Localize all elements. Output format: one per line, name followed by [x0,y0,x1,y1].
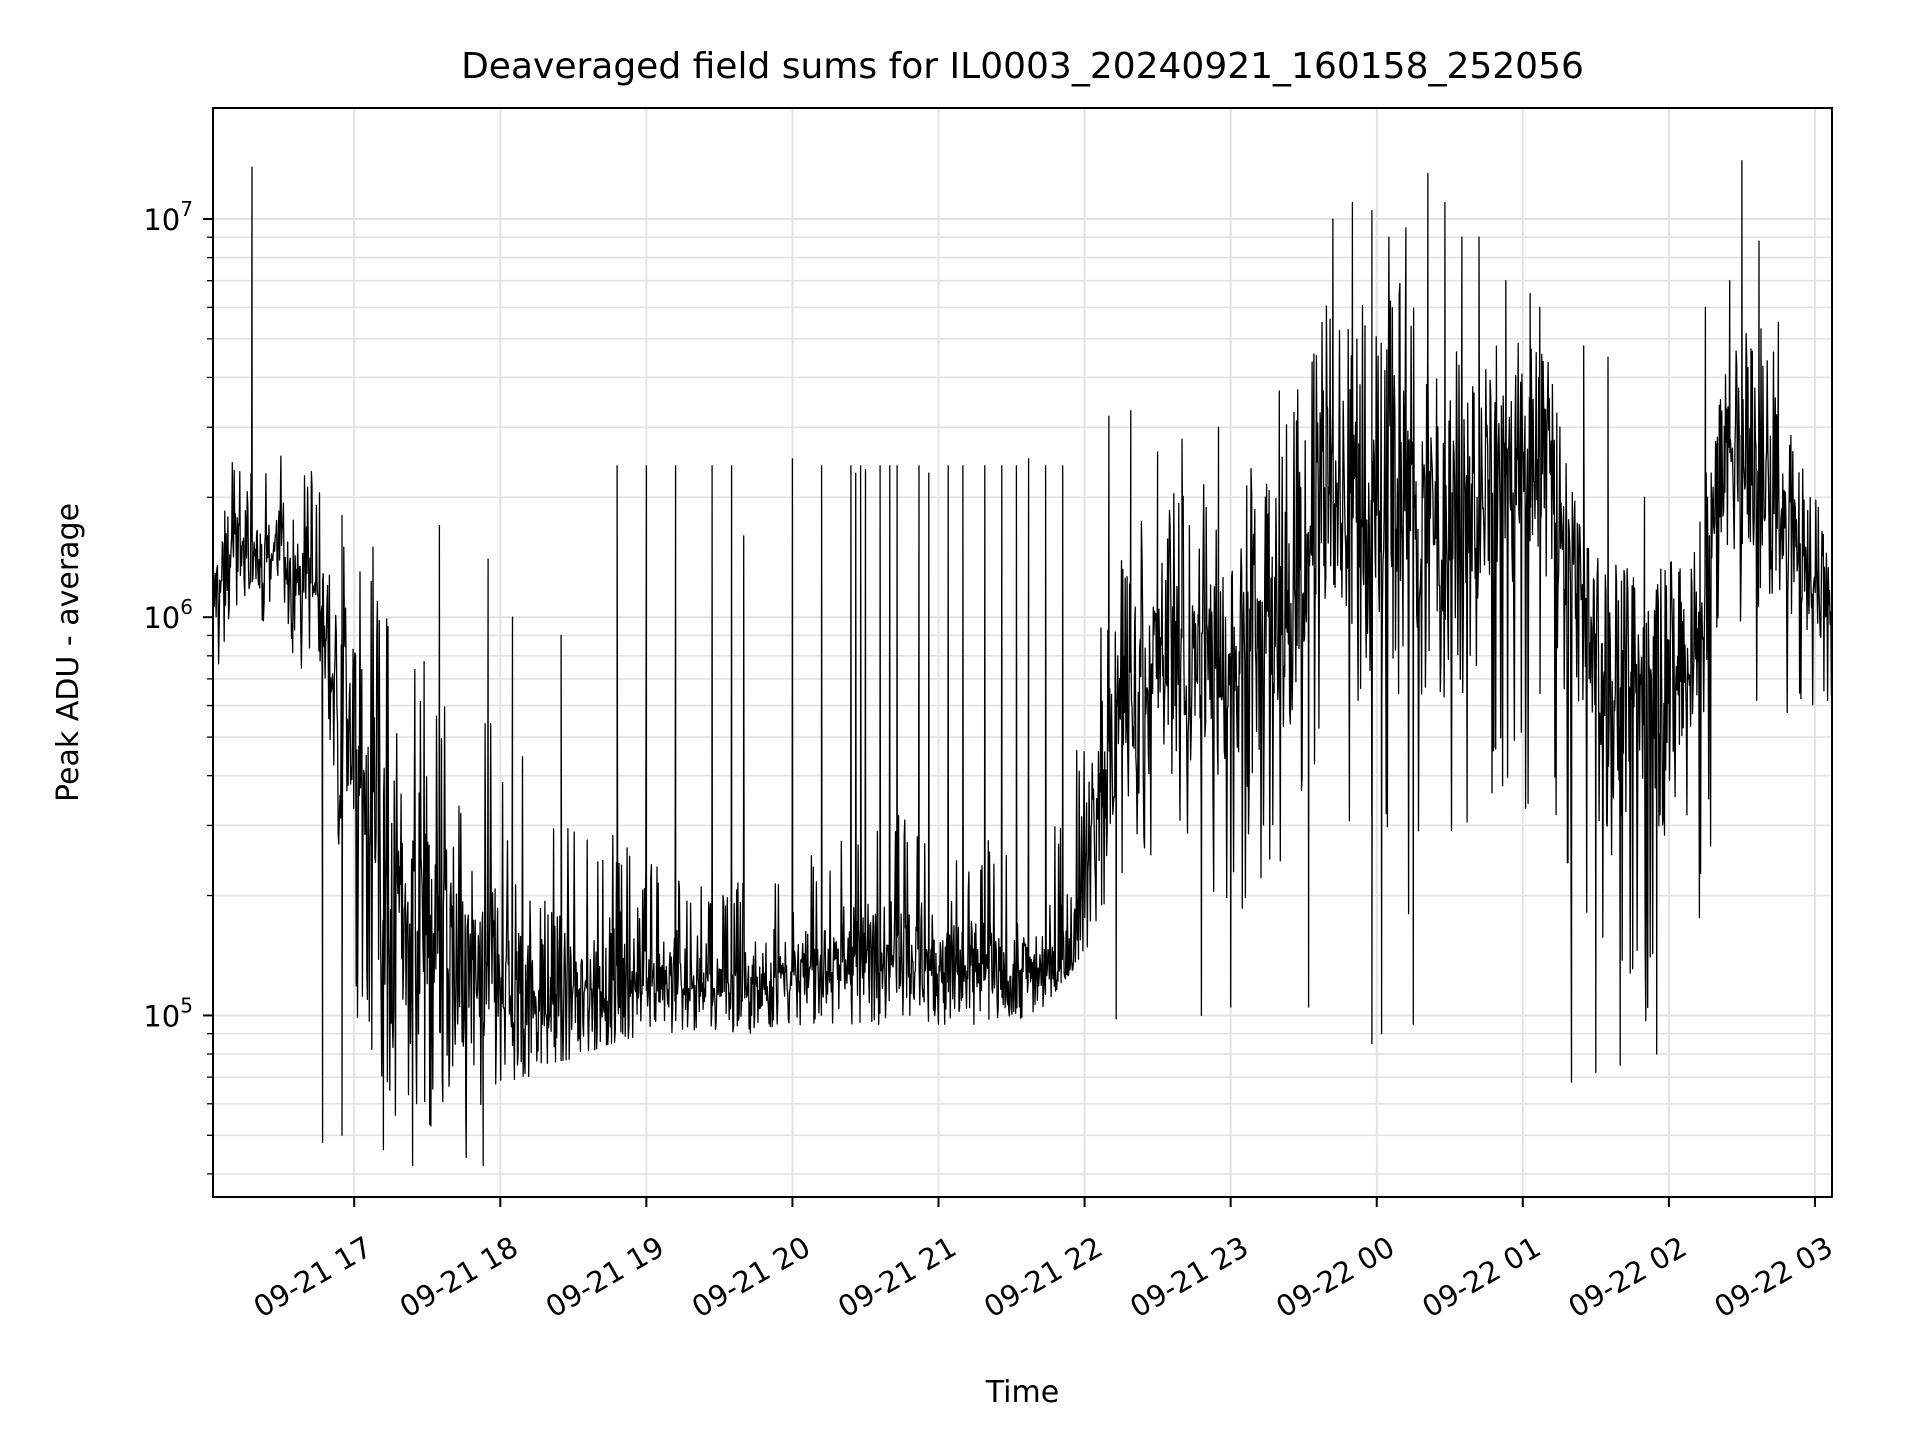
x-axis-label: Time [985,1375,1059,1410]
y-tick-exponent: 5 [180,993,193,1017]
y-tick-label: 105 [143,993,193,1033]
y-tick-base: 10 [143,203,180,237]
y-tick-label: 107 [143,197,193,237]
y-tick-label: 106 [143,595,193,635]
series-layer [213,160,1832,1167]
plot-frame [212,107,1833,1198]
y-tick-base: 10 [143,999,180,1033]
y-tick-exponent: 7 [180,197,193,221]
y-axis-label: Peak ADU - average [51,503,86,802]
chart-title: Deaveraged field sums for IL0003_2024092… [461,46,1584,87]
y-tick-exponent: 6 [180,595,193,619]
y-tick-base: 10 [143,601,180,635]
series-line [213,160,1832,1167]
